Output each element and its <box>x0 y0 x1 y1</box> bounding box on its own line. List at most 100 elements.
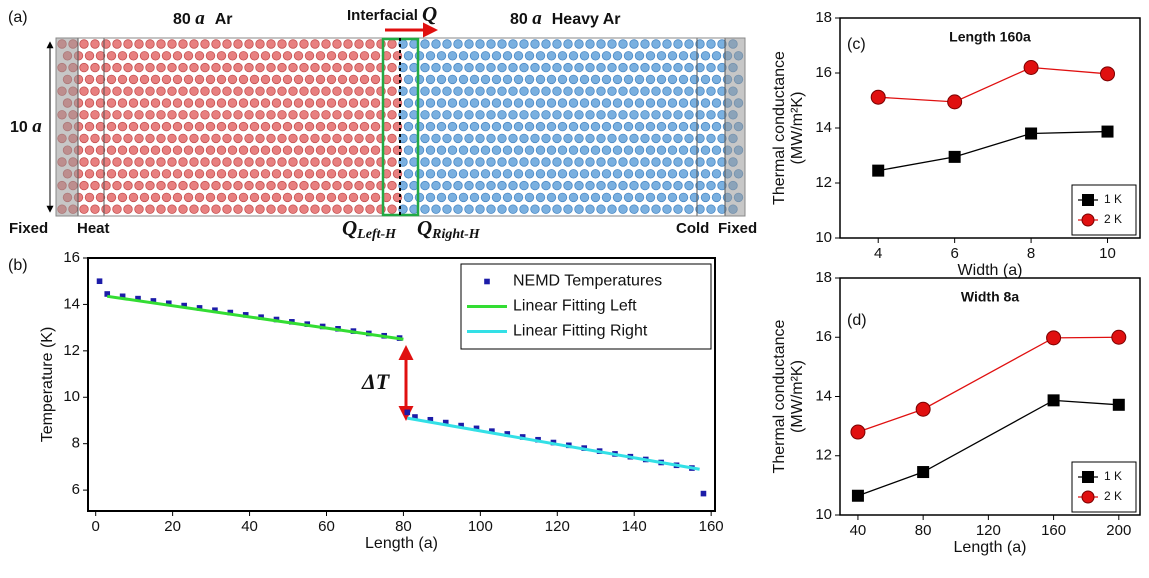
atom <box>321 204 331 214</box>
atom <box>348 98 359 108</box>
atom <box>530 180 540 191</box>
x-tick-label: 140 <box>622 518 647 535</box>
data-point <box>948 150 961 163</box>
atom <box>640 110 650 120</box>
atom <box>233 157 243 167</box>
atom <box>706 86 716 96</box>
atom <box>579 169 590 179</box>
atom <box>150 192 161 203</box>
atom <box>431 62 441 73</box>
atom <box>414 51 425 61</box>
atom <box>310 157 320 167</box>
atom <box>365 204 375 214</box>
atom <box>216 192 227 203</box>
atom <box>321 110 331 120</box>
atom <box>513 74 524 85</box>
atom <box>84 74 95 85</box>
atom <box>112 110 122 120</box>
atom <box>90 62 100 73</box>
atom <box>640 133 650 144</box>
atom <box>453 110 463 120</box>
atom <box>508 86 518 96</box>
atom <box>458 169 469 179</box>
atom <box>607 110 617 120</box>
atom <box>629 62 639 73</box>
atom <box>293 98 304 108</box>
length-unit: a <box>195 8 205 29</box>
atom <box>277 39 287 49</box>
atom <box>568 169 579 179</box>
data-point <box>442 419 449 426</box>
atom <box>255 180 265 191</box>
atom <box>508 180 518 191</box>
data-point <box>404 409 411 416</box>
data-point <box>700 490 707 497</box>
atom <box>211 86 221 96</box>
atom <box>601 121 612 132</box>
data-point <box>165 300 172 307</box>
atom <box>684 62 694 73</box>
atom <box>112 62 122 73</box>
atom <box>321 62 331 73</box>
atom <box>546 121 557 132</box>
atom <box>590 145 601 155</box>
atom <box>112 133 122 144</box>
atom <box>365 62 375 73</box>
atom <box>255 39 265 49</box>
atom <box>436 145 447 155</box>
atom <box>684 133 694 144</box>
atom <box>233 180 243 191</box>
atom <box>590 51 601 61</box>
atom <box>233 110 243 120</box>
atom <box>700 192 711 203</box>
atom <box>458 51 469 61</box>
atom <box>420 204 430 214</box>
atom <box>183 74 194 85</box>
atom <box>183 145 194 155</box>
atom <box>480 192 491 203</box>
atom <box>370 98 381 108</box>
atom <box>568 98 579 108</box>
atom <box>711 51 722 61</box>
atom <box>464 180 474 191</box>
atom <box>172 121 183 132</box>
atom <box>161 169 172 179</box>
atom <box>508 157 518 167</box>
atom <box>700 169 711 179</box>
atom <box>601 169 612 179</box>
atom <box>667 121 678 132</box>
atom <box>161 121 172 132</box>
atom <box>667 169 678 179</box>
atom <box>662 110 672 120</box>
atom <box>414 74 425 85</box>
y-axis-label: Thermal conductance <box>771 319 788 473</box>
data-point <box>947 94 963 110</box>
atom <box>403 192 414 203</box>
annotation: ΔT <box>361 369 391 394</box>
atom <box>552 86 562 96</box>
atom <box>623 145 634 155</box>
series-line <box>107 294 404 341</box>
atom <box>502 192 513 203</box>
atom <box>238 98 249 108</box>
atom <box>112 204 122 214</box>
atom <box>464 86 474 96</box>
atom <box>552 62 562 73</box>
atom <box>623 98 634 108</box>
atom <box>568 74 579 85</box>
atom <box>425 192 436 203</box>
atom <box>535 51 546 61</box>
atom <box>178 204 188 214</box>
atom <box>90 39 100 49</box>
atom <box>596 62 606 73</box>
atom <box>90 157 100 167</box>
data-point <box>473 425 480 432</box>
atom <box>101 62 111 73</box>
atom <box>101 157 111 167</box>
atom <box>442 180 452 191</box>
length-label: 80 a Heavy Ar <box>510 8 621 29</box>
atom <box>695 86 705 96</box>
atom <box>128 121 139 132</box>
atom <box>585 86 595 96</box>
atom <box>629 180 639 191</box>
